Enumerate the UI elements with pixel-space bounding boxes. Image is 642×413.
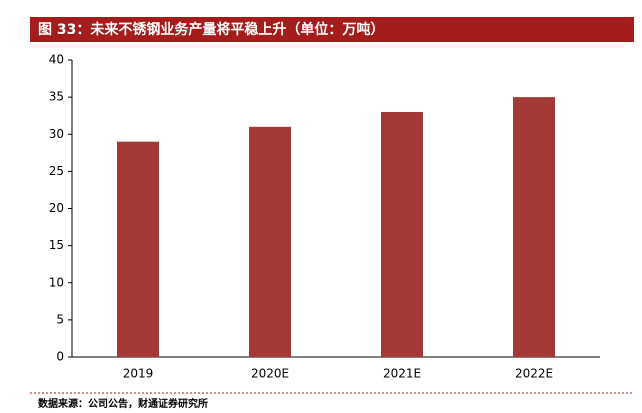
title-banner xyxy=(30,17,634,42)
chart-title: 图 33：未来不锈钢业务产量将平稳上升（单位：万吨） xyxy=(38,21,384,38)
y-tick-label: 20 xyxy=(49,201,64,215)
bar xyxy=(117,141,159,357)
bar xyxy=(249,126,291,357)
y-tick-label: 25 xyxy=(49,164,64,178)
y-tick-label: 35 xyxy=(49,90,64,104)
y-tick-label: 0 xyxy=(56,350,64,364)
bar xyxy=(513,97,555,357)
y-tick-label: 5 xyxy=(56,312,64,326)
y-tick-label: 15 xyxy=(49,238,64,252)
y-tick-label: 40 xyxy=(49,53,64,67)
x-tick-label: 2019 xyxy=(123,367,154,381)
x-tick-label: 2020E xyxy=(251,367,289,381)
source-note: 数据来源：公司公告，财通证券研究所 xyxy=(38,397,208,409)
x-tick-label: 2021E xyxy=(383,367,421,381)
bar xyxy=(381,111,423,357)
y-tick-label: 30 xyxy=(49,127,64,141)
x-tick-label: 2022E xyxy=(515,367,553,381)
y-tick-label: 10 xyxy=(49,275,64,289)
